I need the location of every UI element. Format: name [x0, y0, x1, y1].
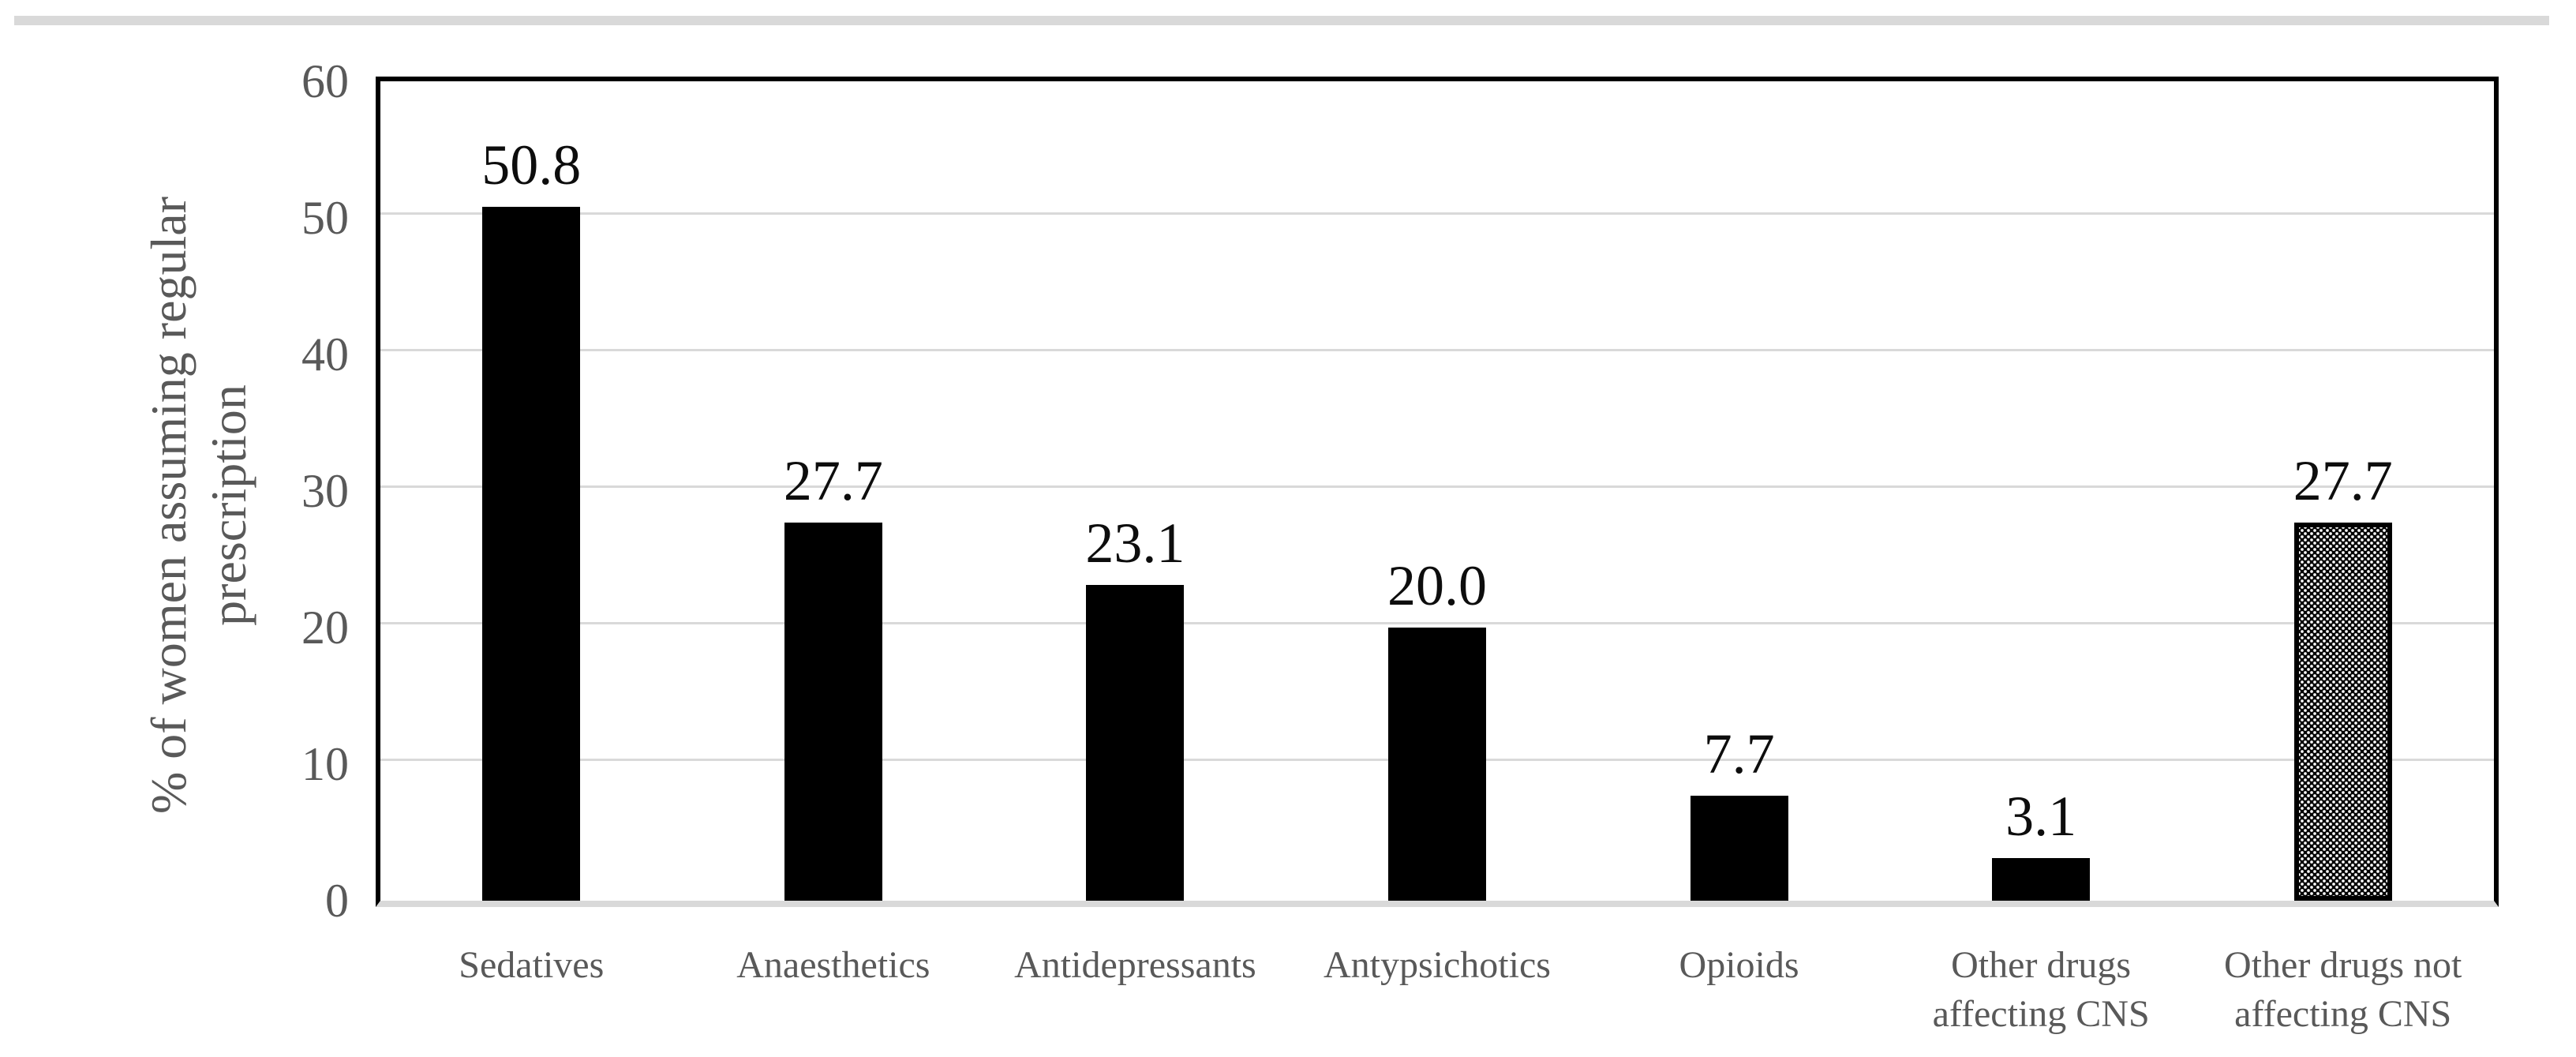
data-label-5: 7.7 — [1703, 722, 1775, 785]
data-label-6: 3.1 — [2005, 785, 2077, 849]
gridline-y-30 — [380, 485, 2494, 488]
category-label-1: Sedatives — [459, 944, 605, 986]
category-label-4: Antypsichotics — [1323, 944, 1551, 986]
bar-5 — [1690, 795, 1788, 901]
category-label-5: Opioids — [1679, 944, 1799, 986]
data-label-3: 23.1 — [1085, 512, 1185, 575]
category-label-2: Anaesthetics — [736, 944, 930, 986]
bar-2 — [784, 522, 882, 901]
data-label-1: 50.8 — [481, 133, 582, 197]
y-tick-label-60: 60 — [301, 55, 349, 107]
y-tick-label-20: 20 — [301, 602, 349, 654]
bar-6 — [1992, 858, 2091, 901]
data-label-4: 20.0 — [1387, 554, 1487, 617]
top-divider-band — [14, 16, 2549, 25]
bar-3 — [1086, 585, 1185, 901]
gridline-y-40 — [380, 348, 2494, 351]
data-label-7: 27.7 — [2293, 448, 2393, 512]
y-tick-label-10: 10 — [301, 738, 349, 790]
plot-area — [376, 77, 2499, 907]
data-label-2: 27.7 — [783, 448, 883, 512]
y-tick-label-30: 30 — [301, 465, 349, 517]
category-label-3: Antidepressants — [1014, 944, 1256, 986]
gridline-y-50 — [380, 212, 2494, 215]
bar-4 — [1388, 628, 1486, 901]
category-label-7: Other drugs not affecting CNS — [2224, 944, 2462, 1035]
category-label-6: Other drugs affecting CNS — [1932, 944, 2150, 1035]
gridline-y-20 — [380, 621, 2494, 624]
bar-1 — [482, 207, 581, 901]
y-tick-label-50: 50 — [301, 192, 349, 244]
y-tick-label-40: 40 — [301, 328, 349, 380]
bar-7 — [2293, 522, 2392, 901]
y-tick-label-0: 0 — [325, 875, 349, 927]
